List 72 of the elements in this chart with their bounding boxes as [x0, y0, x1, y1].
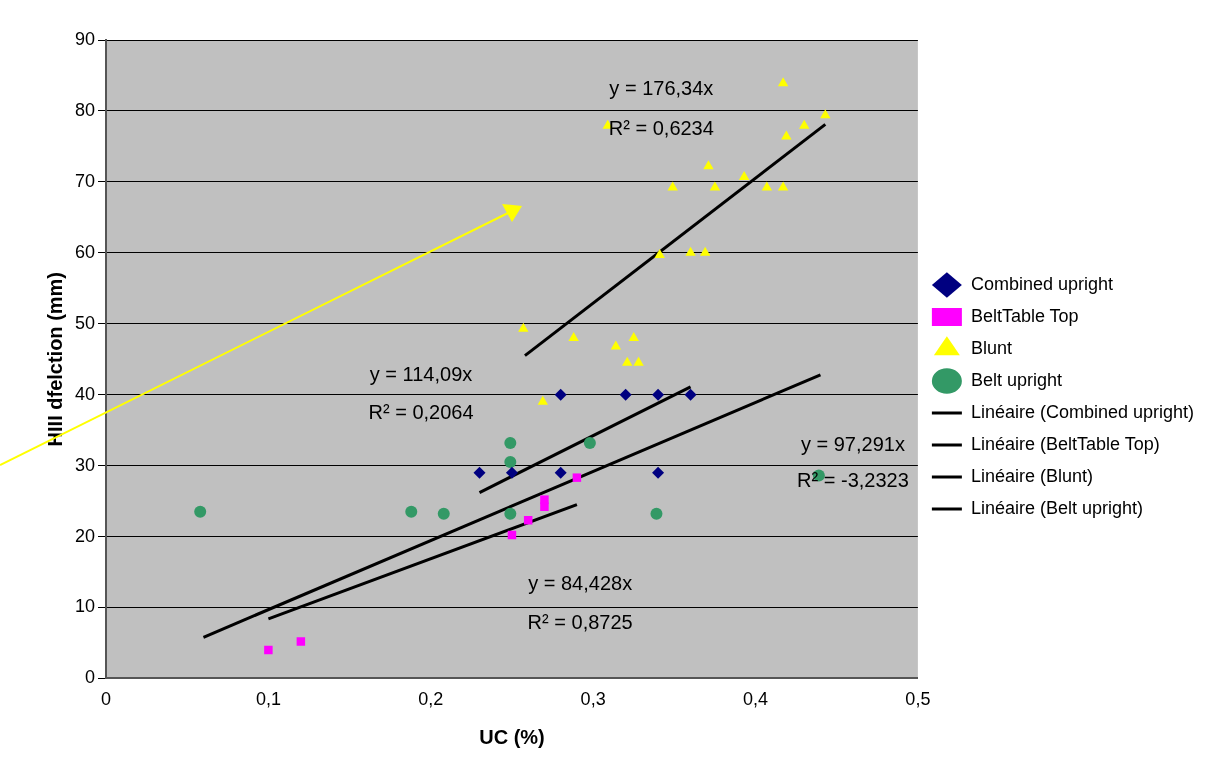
point [505, 466, 518, 479]
y-tick-label: 80 [74, 99, 96, 120]
x-tick-label: 0,2 [418, 689, 444, 710]
point [652, 466, 665, 479]
y-tick-label: 40 [74, 383, 96, 404]
point [504, 507, 517, 520]
point [619, 388, 632, 401]
annotation: y = 84,428x [528, 571, 633, 594]
y-tick-label: 30 [74, 454, 96, 475]
point [518, 322, 529, 332]
x-tick-label: 0,3 [580, 689, 606, 710]
point [554, 466, 567, 479]
point [699, 246, 711, 256]
x-axis-title: UC (%) [479, 725, 545, 748]
point [628, 331, 639, 341]
point [667, 181, 678, 191]
point [473, 466, 486, 479]
point [777, 181, 789, 191]
annotation: R² = 0,2064 [368, 400, 474, 423]
y-tick-label: 20 [74, 525, 96, 546]
point [504, 436, 517, 449]
point [622, 356, 633, 366]
x-tick-label: 0,1 [255, 689, 281, 710]
y-tick-label: 50 [74, 312, 96, 333]
point [572, 473, 582, 482]
x-tick-label: 0,4 [742, 689, 769, 710]
point [568, 331, 579, 341]
point [554, 388, 567, 401]
annotation: y = 114,09x [369, 363, 473, 386]
point [777, 77, 789, 87]
legend-label: Belt upright [970, 369, 1062, 390]
legend-label: Blunt [970, 337, 1012, 358]
y-tick-label: 10 [74, 596, 96, 617]
annotation: R² = 0,8725 [527, 610, 633, 633]
y-tick-label: 60 [74, 241, 96, 262]
point [194, 505, 207, 518]
point [504, 456, 517, 469]
point [650, 507, 663, 520]
point [405, 505, 418, 518]
point [296, 637, 306, 646]
point [684, 388, 697, 401]
point [540, 495, 549, 504]
point [264, 645, 273, 655]
annotation: y = 97,291x [800, 432, 905, 455]
point [703, 160, 714, 170]
point [738, 170, 750, 180]
x-tick-label: 0,5 [905, 689, 931, 710]
point [437, 507, 450, 520]
point [654, 248, 665, 258]
legend-label: Linéaire (Blunt) [970, 465, 1093, 486]
legend-label: Linéaire (Belt upright) [970, 497, 1143, 518]
y-axis-title: HIII dfelction (mm) [43, 271, 66, 447]
point [583, 436, 596, 449]
point [685, 246, 696, 256]
legend-label: Linéaire (Combined upright) [970, 401, 1195, 422]
point [652, 388, 665, 401]
y-tick-label: 0 [85, 667, 96, 688]
point [799, 119, 810, 129]
point [633, 356, 644, 366]
point [709, 181, 721, 191]
legend-label: Linéaire (BeltTable Top) [970, 433, 1160, 454]
annotation: R² = 0,6234 [608, 116, 714, 139]
legend-label: BeltTable Top [970, 305, 1079, 326]
y-tick-label: 90 [74, 28, 96, 49]
legend-label: Combined upright [970, 273, 1113, 294]
point [761, 181, 773, 191]
x-tick-label: 0 [101, 689, 112, 710]
annotation: R² = -3,2323 [797, 469, 909, 492]
point [537, 395, 548, 405]
point [820, 109, 831, 119]
y-tick-label: 70 [74, 170, 96, 191]
annotation: y = 176,34x [609, 77, 714, 100]
